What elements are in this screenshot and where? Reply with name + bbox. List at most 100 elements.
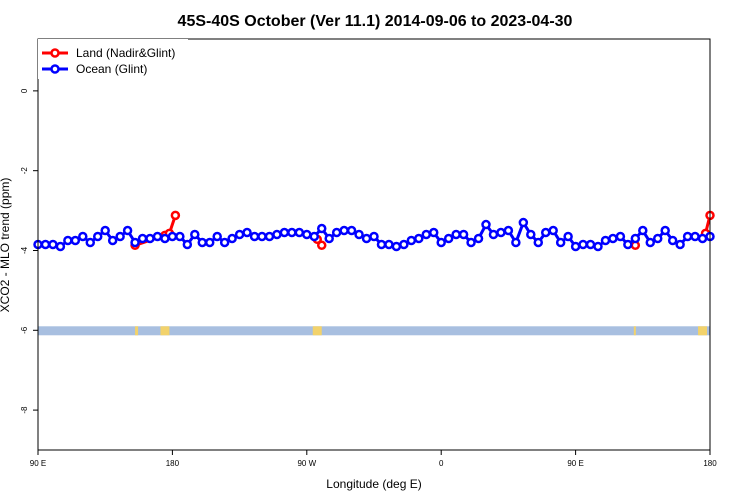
legend-label-land: Land (Nadir&Glint) xyxy=(76,46,175,60)
data-point-ocean xyxy=(645,237,656,248)
data-point-ocean xyxy=(204,237,215,248)
y-tick-label: -4 xyxy=(20,246,29,254)
data-point-ocean xyxy=(414,233,424,244)
data-point-ocean xyxy=(100,225,110,236)
land-patch xyxy=(160,326,170,336)
data-point-ocean xyxy=(391,241,402,252)
data-point-ocean xyxy=(107,235,118,246)
data-point-ocean xyxy=(331,227,342,238)
data-point-ocean xyxy=(85,237,96,248)
y-axis-label: XCO2 - MLO trend (ppm) xyxy=(0,178,12,313)
data-point-ocean xyxy=(354,229,364,240)
legend-label-ocean: Ocean (Glint) xyxy=(76,62,147,76)
data-point-ocean xyxy=(48,239,58,250)
data-point-ocean xyxy=(145,233,155,244)
plot-frame xyxy=(37,38,711,451)
data-point-ocean xyxy=(682,231,693,242)
data-point-ocean xyxy=(346,225,357,236)
data-point-ocean xyxy=(234,229,245,240)
chart-title: 45S-40S October (Ver 11.1) 2014-09-06 to… xyxy=(178,13,573,30)
data-point-ocean xyxy=(219,237,230,248)
x-tick-label: 180 xyxy=(166,459,180,468)
data-point-land xyxy=(316,240,327,251)
data-point-ocean xyxy=(92,231,103,242)
data-point-ocean xyxy=(623,239,633,250)
background-band xyxy=(38,326,710,336)
data-point-ocean xyxy=(652,233,663,244)
legend-box xyxy=(38,39,188,79)
data-point-ocean xyxy=(137,233,148,244)
data-point-ocean xyxy=(638,225,648,236)
data-point-ocean xyxy=(264,231,275,242)
data-point-ocean xyxy=(608,233,618,244)
data-point-ocean xyxy=(488,229,499,240)
y-axis: 0 -2 -4 -6 -8 xyxy=(20,88,38,414)
data-point-ocean xyxy=(563,231,573,242)
data-point-ocean xyxy=(667,235,678,246)
data-point-ocean xyxy=(70,235,81,246)
data-point-ocean xyxy=(406,235,417,246)
legend: Land (Nadir&Glint) Ocean (Glint) xyxy=(38,39,188,79)
data-point-ocean xyxy=(443,233,454,244)
legend-marker-land xyxy=(50,48,60,58)
data-point-ocean xyxy=(115,231,125,242)
y-tick-label: -8 xyxy=(20,406,29,414)
data-point-ocean xyxy=(697,233,708,244)
data-point-ocean xyxy=(481,219,491,230)
y-tick-label: 0 xyxy=(20,88,29,93)
data-point-ocean xyxy=(421,229,432,240)
data-point-ocean xyxy=(436,237,446,248)
data-point-ocean xyxy=(167,231,178,242)
x-axis: 90 E 180 90 W 0 90 E 180 xyxy=(30,450,717,468)
land-patch xyxy=(633,326,636,336)
data-point-ocean xyxy=(324,233,334,244)
data-point-ocean xyxy=(428,227,439,238)
data-point-ocean xyxy=(690,231,700,242)
data-point-ocean xyxy=(249,231,260,242)
data-point-ocean xyxy=(369,231,379,242)
data-point-ocean xyxy=(122,225,133,236)
data-point-ocean xyxy=(190,229,200,240)
data-point-ocean xyxy=(675,239,685,250)
data-point-ocean xyxy=(511,237,521,248)
data-point-ocean xyxy=(152,231,163,242)
data-point-ocean xyxy=(473,233,484,244)
data-point-ocean xyxy=(384,239,394,250)
data-point-ocean xyxy=(40,239,51,250)
data-point-ocean xyxy=(257,231,267,242)
x-tick-label: 0 xyxy=(439,459,444,468)
data-point-ocean xyxy=(242,227,252,238)
data-point-ocean xyxy=(533,237,544,248)
ocean-band xyxy=(38,326,710,336)
x-tick-label: 90 E xyxy=(567,459,583,468)
data-point-ocean xyxy=(302,229,312,240)
data-point-ocean xyxy=(309,231,320,242)
data-point-ocean xyxy=(130,237,140,248)
data-point-ocean xyxy=(593,241,603,252)
data-point-ocean xyxy=(55,241,66,252)
data-point-ocean xyxy=(294,227,305,238)
data-point-ocean xyxy=(548,225,558,236)
x-axis-label: Longitude (deg E) xyxy=(326,477,421,491)
data-point-ocean xyxy=(361,233,372,244)
data-point-ocean xyxy=(570,241,581,252)
data-point-land xyxy=(170,210,181,221)
land-patch xyxy=(312,326,322,336)
data-point-ocean xyxy=(451,229,461,240)
data-point-ocean xyxy=(316,223,327,234)
series-layer xyxy=(33,210,715,252)
data-point-ocean xyxy=(279,227,290,238)
data-point-ocean xyxy=(600,235,611,246)
y-tick-label: -6 xyxy=(20,326,29,334)
data-point-ocean xyxy=(660,225,670,236)
data-point-ocean xyxy=(376,239,387,250)
data-point-ocean xyxy=(197,237,208,248)
x-tick-label: 180 xyxy=(703,459,717,468)
data-point-ocean xyxy=(496,227,506,238)
data-point-ocean xyxy=(540,227,551,238)
data-point-ocean xyxy=(578,239,588,250)
data-point-ocean xyxy=(526,229,536,240)
data-point-ocean xyxy=(458,229,469,240)
data-point-ocean xyxy=(615,231,626,242)
